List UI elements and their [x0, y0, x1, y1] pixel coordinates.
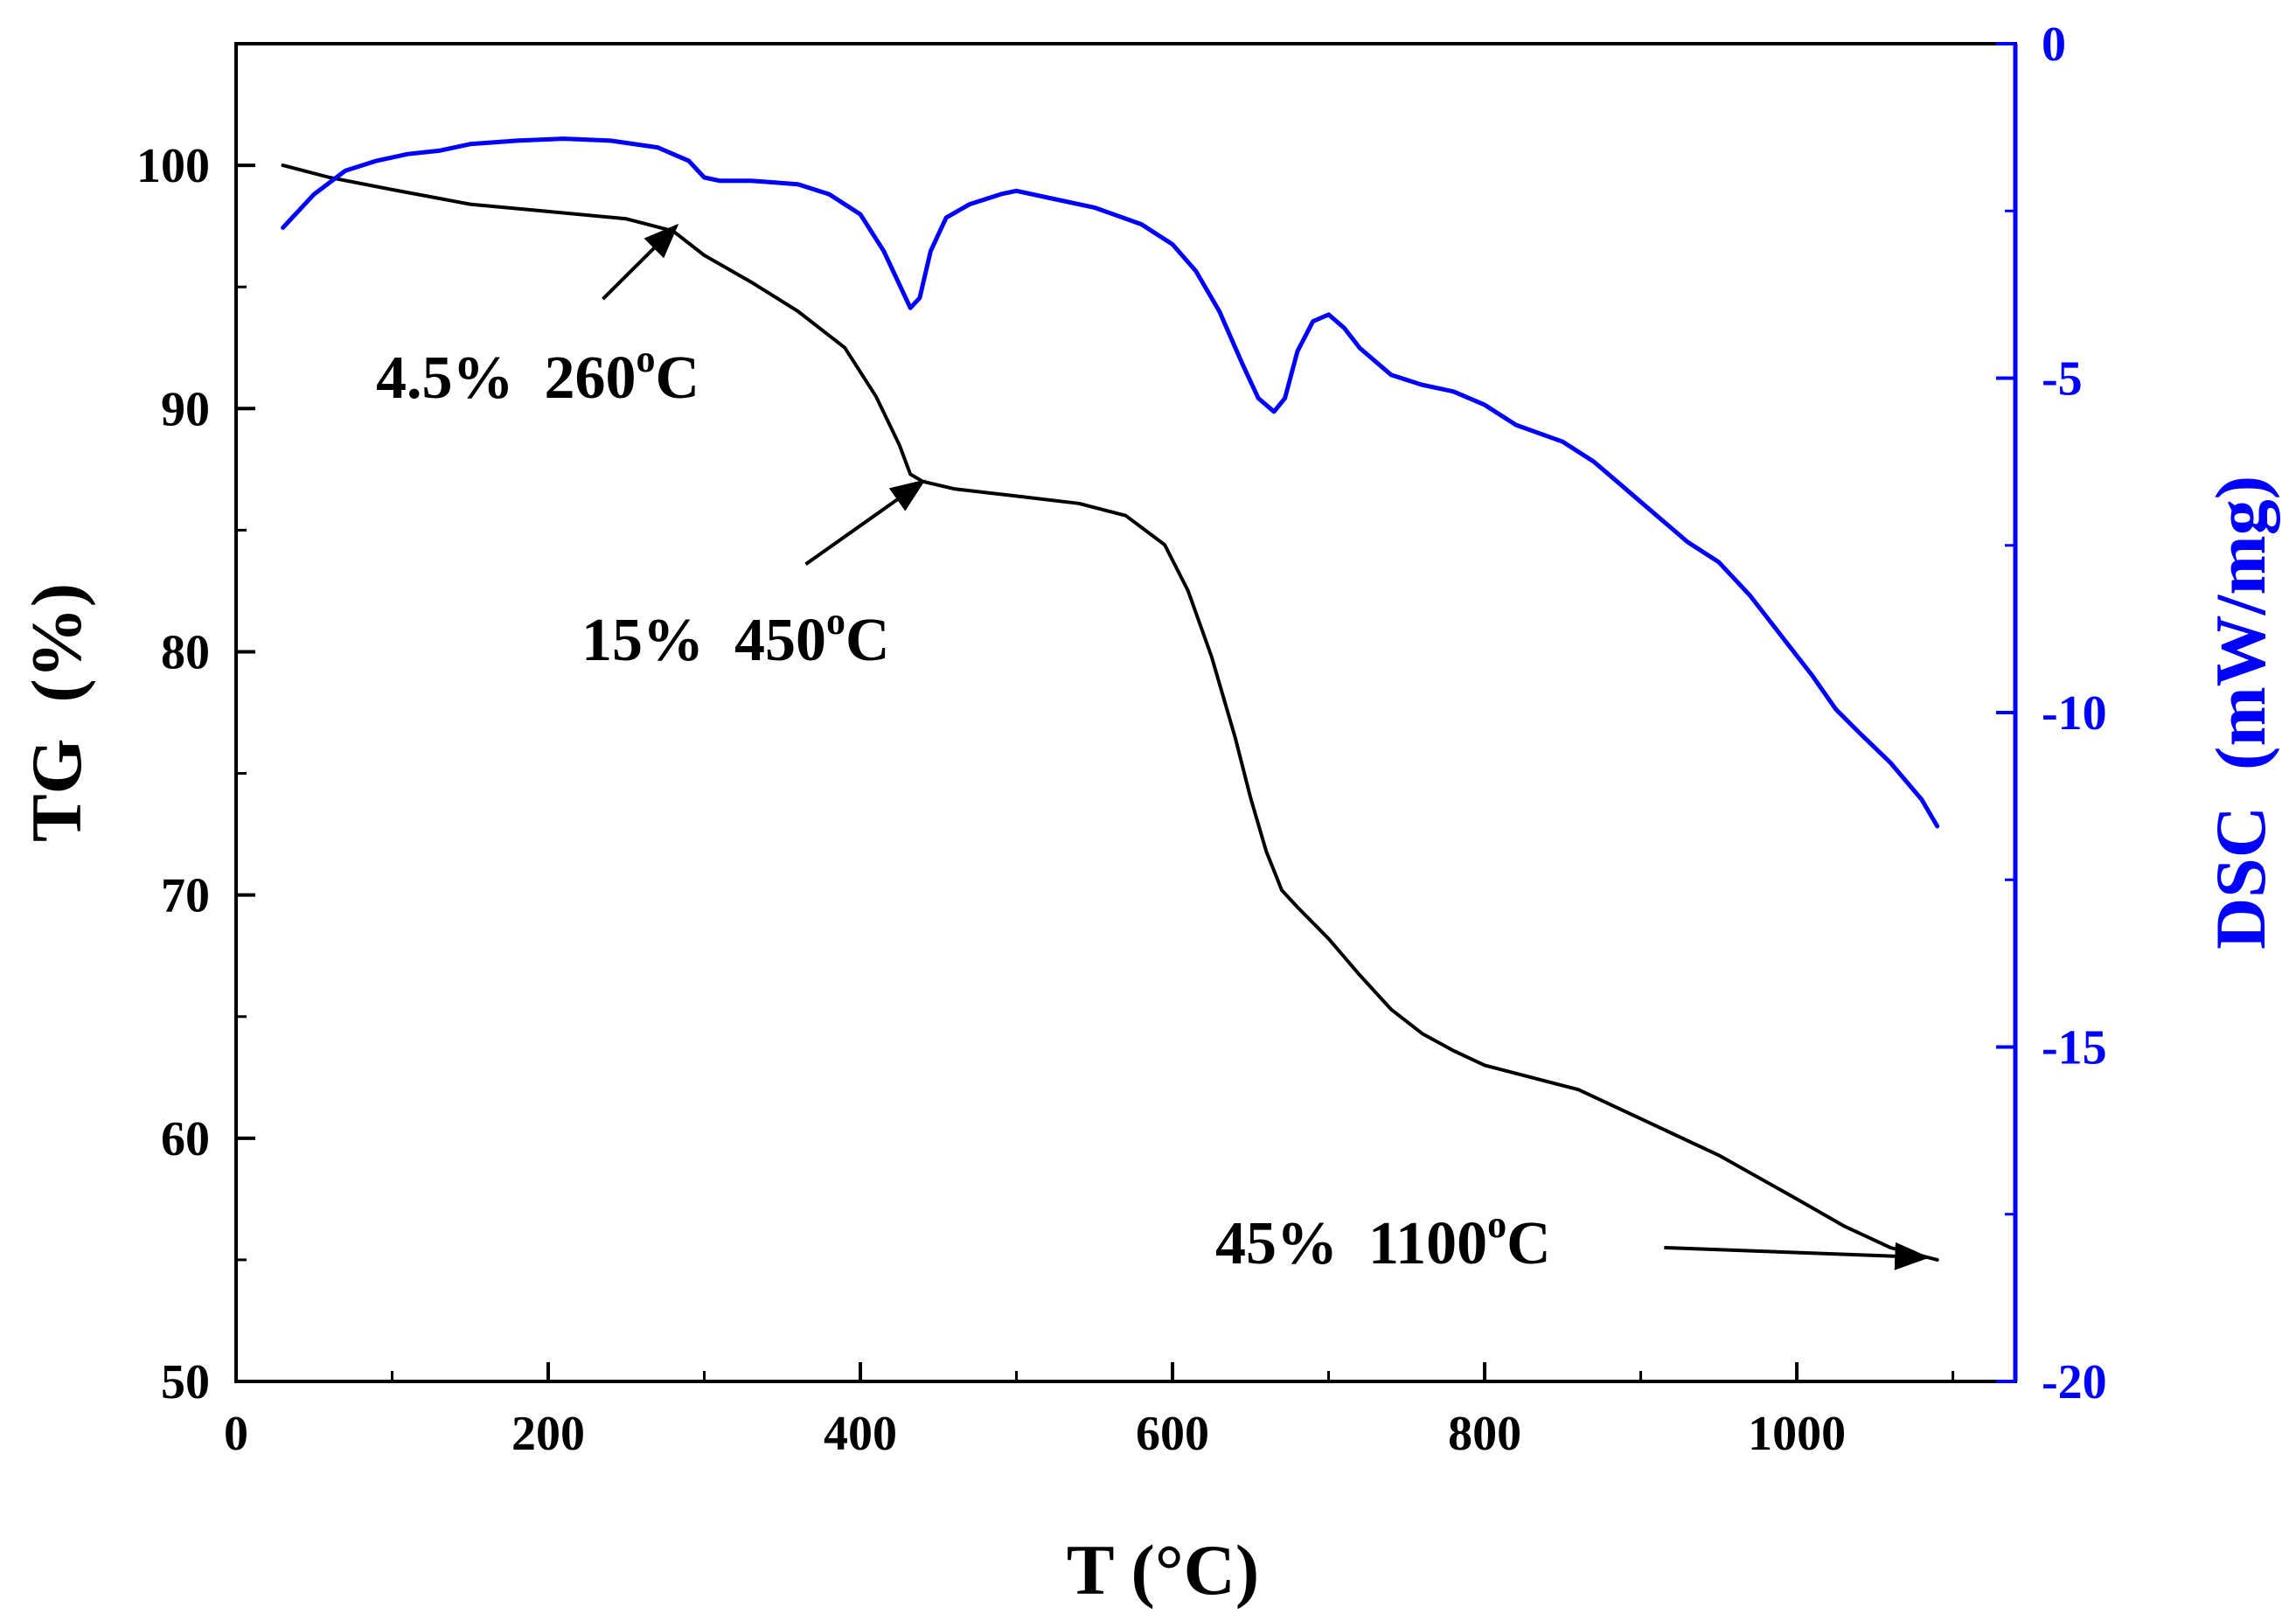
right-y-axis-title: DSC (mW/mg)	[2201, 476, 2280, 950]
left-y-tick-label: 80	[161, 625, 210, 679]
x-tick-label: 600	[1136, 1407, 1209, 1461]
left-y-tick-label: 100	[136, 139, 210, 193]
left-y-axis-ticks: 50 60 70 80 90 100	[136, 139, 255, 1409]
right-y-tick-label: -15	[2042, 1021, 2107, 1075]
left-y-axis-title: TG (%)	[17, 583, 96, 842]
annotation-label: 4.5% 260oC	[376, 337, 699, 412]
annotation-arrow	[1664, 1242, 1931, 1270]
x-tick-label: 1000	[1748, 1407, 1846, 1461]
annotation-label: 45% 1100oC	[1215, 1203, 1551, 1277]
right-y-tick-label: 0	[2042, 17, 2066, 72]
x-tick-label: 200	[511, 1407, 585, 1461]
x-axis-ticks: 0 200 400 600 800 1000	[224, 1362, 1955, 1461]
x-tick-label: 400	[824, 1407, 897, 1461]
tg-series-line	[281, 163, 1939, 1262]
series-layer	[281, 136, 1940, 1262]
left-y-tick-label: 60	[161, 1112, 210, 1166]
left-y-tick-label: 90	[161, 382, 210, 436]
right-y-tick-label: -5	[2042, 352, 2083, 407]
annotation-arrow	[602, 223, 679, 301]
left-y-tick-label: 70	[161, 869, 210, 923]
plot-frame	[234, 42, 2017, 1383]
annotation-label: 15% 450oC	[581, 600, 890, 674]
right-y-tick-label: -20	[2042, 1355, 2107, 1409]
right-y-axis-ticks: 0 -5 -10 -15 -20	[1996, 17, 2107, 1409]
x-tick-label: 0	[224, 1407, 248, 1461]
annotations-layer: 4.5% 260oC 15% 450oC 45% 1100oC	[376, 223, 1931, 1277]
x-axis-title: T (°C)	[1067, 1530, 1259, 1610]
dsc-series-line	[281, 136, 1940, 829]
annotation-arrow	[804, 479, 926, 566]
x-tick-label: 800	[1448, 1407, 1521, 1461]
left-y-tick-label: 50	[161, 1355, 210, 1409]
right-y-tick-label: -10	[2042, 686, 2107, 741]
